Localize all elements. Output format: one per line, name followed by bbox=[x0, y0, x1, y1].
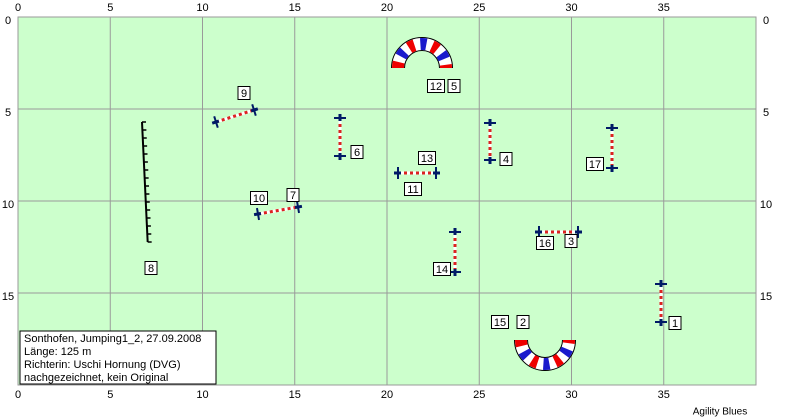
obstacle-number: 11 bbox=[407, 184, 418, 196]
number-box bbox=[418, 151, 436, 165]
obstacle-number: 8 bbox=[148, 263, 154, 275]
obstacle-number: 14 bbox=[436, 264, 448, 276]
number-box bbox=[668, 316, 682, 330]
x-tick-label: 20 bbox=[381, 389, 393, 401]
number-box bbox=[491, 315, 509, 329]
x-tick-label: 30 bbox=[565, 2, 577, 14]
obstacle-number: 13 bbox=[421, 153, 433, 165]
number-box bbox=[286, 188, 300, 202]
y-tick-label: 5 bbox=[5, 107, 11, 119]
tunnel bbox=[392, 38, 452, 69]
obstacle-number: 10 bbox=[253, 193, 265, 205]
number-box bbox=[350, 145, 364, 159]
info-line: Richterin: Uschi Hornung (DVG) bbox=[24, 359, 181, 371]
x-tick-label: 15 bbox=[289, 389, 301, 401]
number-box bbox=[564, 234, 578, 248]
number-box bbox=[516, 315, 530, 329]
hurdle-bar bbox=[257, 205, 299, 216]
wall bbox=[141, 121, 149, 243]
number-box bbox=[144, 261, 158, 275]
x-tick-label: 25 bbox=[473, 389, 485, 401]
hurdle-post bbox=[295, 200, 301, 214]
number-box bbox=[404, 182, 422, 196]
x-tick-label: 35 bbox=[658, 389, 670, 401]
y-tick-label: 10 bbox=[760, 199, 772, 211]
number-box bbox=[536, 236, 554, 250]
obstacle-number: 15 bbox=[494, 317, 506, 329]
y-tick-label: 15 bbox=[760, 291, 772, 303]
y-tick-label: 10 bbox=[2, 199, 14, 211]
y-tick-label: 5 bbox=[763, 107, 769, 119]
x-tick-label: 25 bbox=[473, 2, 485, 14]
y-tick-label: 15 bbox=[2, 291, 14, 303]
hurdle-post bbox=[251, 103, 257, 117]
info-box: Sonthofen, Jumping1_2, 27.09.2008 Länge:… bbox=[19, 330, 217, 385]
obstacle-number: 1 bbox=[672, 318, 678, 330]
obstacle-number: 7 bbox=[290, 190, 296, 202]
obstacle-number: 16 bbox=[539, 238, 551, 250]
y-tick-label: 0 bbox=[763, 15, 769, 27]
x-tick-label: 5 bbox=[107, 389, 113, 401]
number-box bbox=[499, 152, 513, 166]
number-box bbox=[427, 79, 445, 93]
obstacle-number: 9 bbox=[241, 88, 247, 100]
x-tick-label: 0 bbox=[15, 2, 21, 14]
hurdle-post bbox=[213, 115, 219, 129]
x-tick-label: 10 bbox=[196, 389, 208, 401]
x-tick-label: 15 bbox=[289, 2, 301, 14]
info-line: Sonthofen, Jumping1_2, 27.09.2008 bbox=[24, 333, 201, 345]
info-line: nachgezeichnet, kein Original bbox=[24, 372, 168, 384]
x-tick-label: 10 bbox=[196, 2, 208, 14]
number-box bbox=[433, 262, 451, 276]
obstacle-number: 6 bbox=[354, 147, 360, 159]
x-tick-label: 35 bbox=[658, 2, 670, 14]
x-tick-label: 30 bbox=[565, 389, 577, 401]
tunnel bbox=[515, 339, 575, 370]
info-line: Länge: 125 m bbox=[24, 346, 91, 358]
x-tick-label: 20 bbox=[381, 2, 393, 14]
obstacle-number: 4 bbox=[503, 154, 509, 166]
obstacle-number: 5 bbox=[451, 81, 457, 93]
number-box bbox=[586, 157, 604, 171]
number-box bbox=[447, 79, 461, 93]
obstacle-number: 3 bbox=[568, 236, 574, 248]
obstacle-number: 12 bbox=[430, 81, 442, 93]
number-box bbox=[237, 86, 251, 100]
obstacle-number: 2 bbox=[520, 317, 526, 329]
footer: Agility Blues bbox=[693, 407, 747, 418]
x-tick-label: 5 bbox=[107, 2, 113, 14]
x-tick-label: 0 bbox=[15, 389, 21, 401]
obstacle-number: 17 bbox=[589, 159, 601, 171]
number-box bbox=[250, 191, 268, 205]
y-tick-label: 0 bbox=[5, 15, 11, 27]
hurdle-bar bbox=[215, 108, 255, 124]
hurdle-post bbox=[255, 207, 261, 221]
